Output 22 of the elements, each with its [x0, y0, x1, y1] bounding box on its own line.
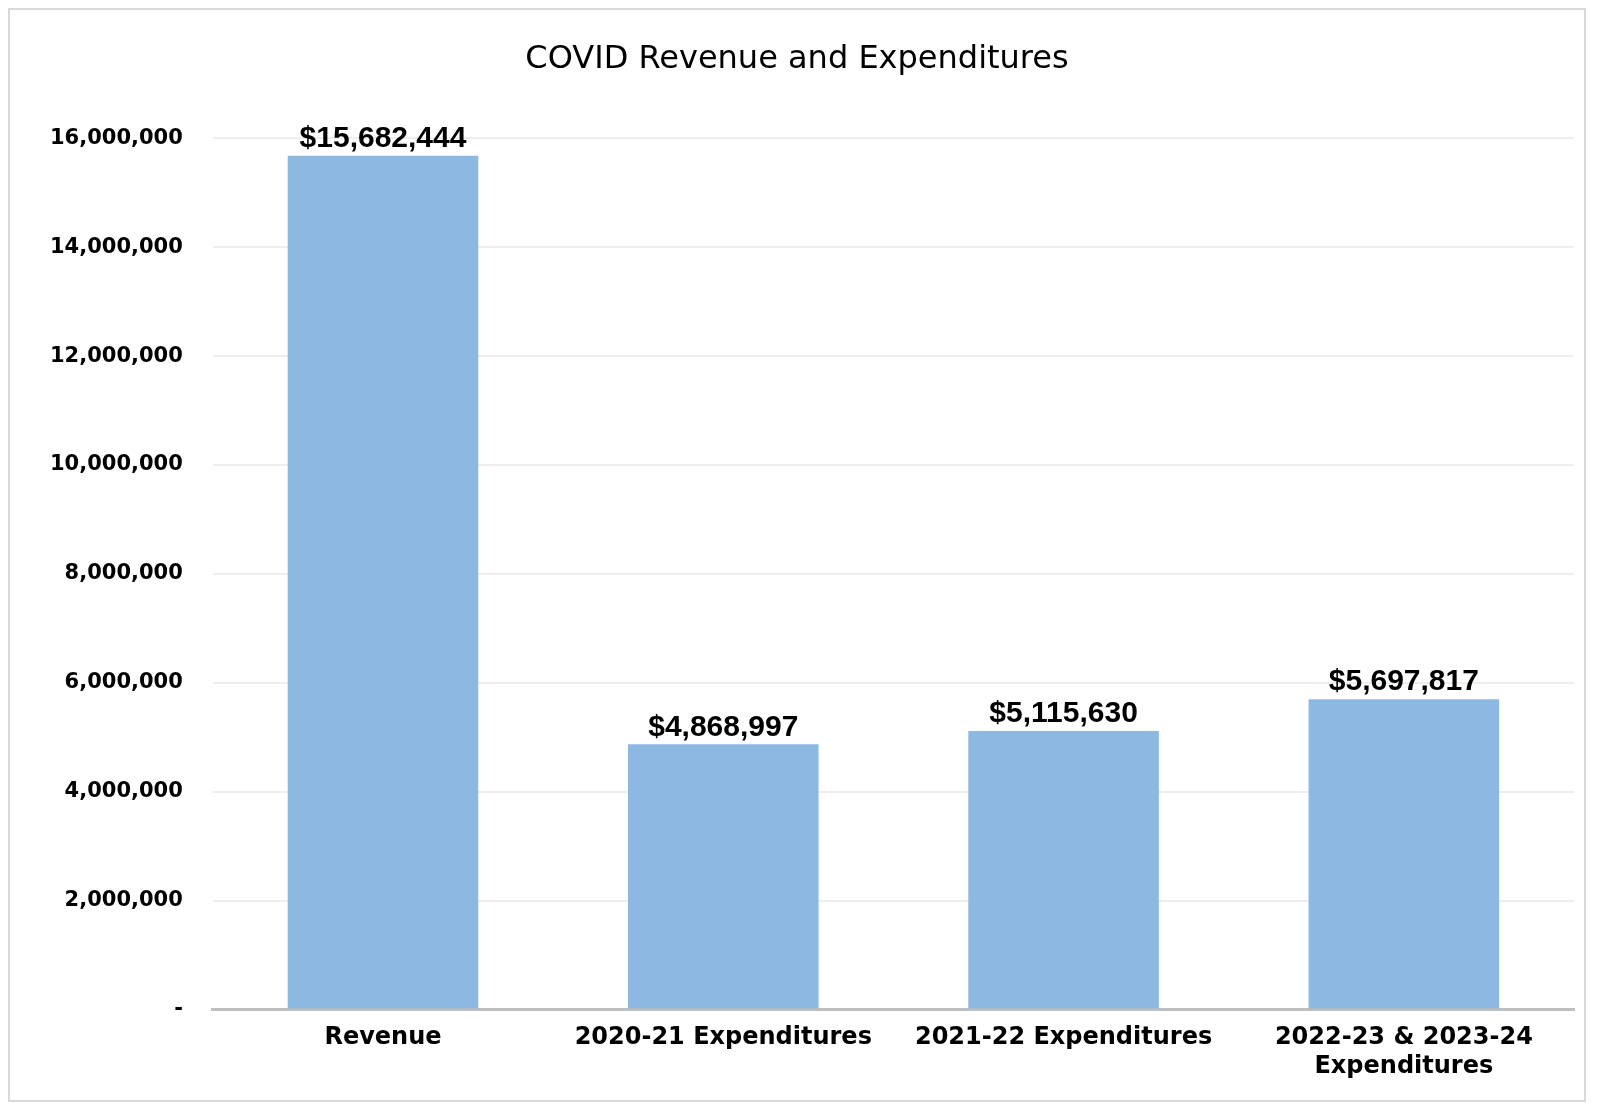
y-tick-label: 4,000,000	[64, 778, 183, 803]
y-tick-label: 16,000,000	[49, 124, 183, 149]
data-label: $5,115,630	[989, 695, 1138, 729]
data-label: $5,697,817	[1328, 663, 1479, 697]
y-tick-label: -	[174, 995, 183, 1020]
data-label: $4,868,997	[648, 708, 799, 742]
y-tick-label: 2,000,000	[64, 886, 183, 911]
y-tick-label: 14,000,000	[49, 233, 183, 258]
x-tick-label: 2021-22 Expenditures	[914, 1022, 1213, 1051]
bar	[287, 155, 479, 1009]
y-tick-label: 6,000,000	[64, 669, 183, 694]
bar	[628, 744, 819, 1009]
data-label: $15,682,444	[299, 119, 467, 153]
y-tick-label: 10,000,000	[49, 451, 183, 476]
x-tick-label: 2022-23 & 2023-24 Expenditures	[1274, 1022, 1533, 1079]
x-tick-label: Revenue	[324, 1022, 442, 1051]
x-tick-label: 2020-21 Expenditures	[574, 1022, 872, 1051]
bar	[1308, 699, 1500, 1009]
chart-title: COVID Revenue and Expenditures	[525, 37, 1069, 76]
bar	[968, 730, 1159, 1009]
y-tick-label: 8,000,000	[64, 560, 183, 585]
y-tick-label: 12,000,000	[49, 342, 183, 367]
